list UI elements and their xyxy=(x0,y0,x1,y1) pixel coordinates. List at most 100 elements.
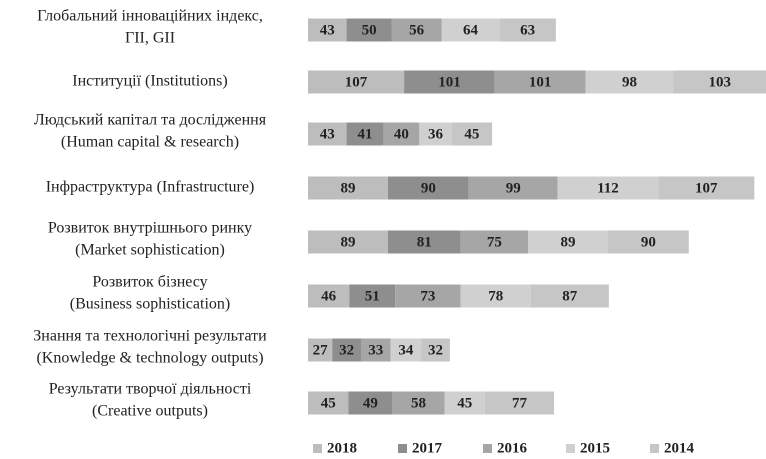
data-label: 45 xyxy=(464,126,479,142)
bar-segment xyxy=(528,230,608,254)
data-label: 75 xyxy=(487,234,502,250)
bar-segment xyxy=(348,391,393,415)
data-label: 98 xyxy=(622,74,637,90)
category-label: Інституції (Institutions) xyxy=(72,73,227,90)
bar-segment xyxy=(484,391,555,415)
data-label: 43 xyxy=(320,22,335,38)
category-label: (Human capital & research) xyxy=(61,134,239,151)
category-label: Людський капітал та дослідження xyxy=(34,112,267,129)
bar-segment xyxy=(585,70,674,94)
bar-segment xyxy=(499,18,556,42)
bar-segment xyxy=(673,70,766,94)
category-label: Розвиток внутрішнього ринку xyxy=(48,220,252,237)
data-label: 107 xyxy=(345,74,368,90)
bar-segment xyxy=(419,122,452,146)
data-label: 56 xyxy=(409,22,425,38)
data-label: 63 xyxy=(520,22,535,38)
data-label: 81 xyxy=(417,234,432,250)
data-label: 41 xyxy=(358,126,373,142)
data-label: 112 xyxy=(597,180,619,196)
bar-segment xyxy=(332,338,361,362)
bar-segment xyxy=(404,70,495,94)
bar-segment xyxy=(360,338,391,362)
legend-label: 2016 xyxy=(497,440,528,456)
data-label: 58 xyxy=(411,395,426,411)
bar-segment xyxy=(308,18,347,42)
bar-segment xyxy=(346,18,392,42)
legend-label: 2015 xyxy=(580,440,610,456)
legend-label: 2018 xyxy=(327,440,357,456)
bar-segment xyxy=(658,176,755,200)
bar-segment xyxy=(387,176,469,200)
data-label: 40 xyxy=(394,126,409,142)
legend-label: 2017 xyxy=(412,440,443,456)
data-label: 90 xyxy=(641,234,656,250)
data-label: 101 xyxy=(529,74,552,90)
data-label: 77 xyxy=(512,395,528,411)
bar-segment xyxy=(349,284,396,308)
data-label: 99 xyxy=(506,180,521,196)
legend-swatch xyxy=(483,444,492,453)
bar-segment xyxy=(391,18,442,42)
data-label: 78 xyxy=(488,288,503,304)
category-label: (Business sophistication) xyxy=(70,296,230,313)
data-label: 101 xyxy=(438,74,461,90)
category-label: Результати творчої діяльності xyxy=(49,381,252,398)
data-label: 103 xyxy=(709,74,732,90)
data-label: 89 xyxy=(340,234,355,250)
data-label: 45 xyxy=(321,395,336,411)
bar-segment xyxy=(444,391,485,415)
bar-segment xyxy=(390,338,422,362)
category-label: ГІІ, GII xyxy=(125,30,175,47)
data-label: 90 xyxy=(421,180,436,196)
bar-segment xyxy=(421,338,450,362)
data-label: 89 xyxy=(340,180,355,196)
data-label: 64 xyxy=(463,22,479,38)
bar-segment xyxy=(395,284,461,308)
bar-segment xyxy=(557,176,659,200)
category-label: (Creative outputs) xyxy=(92,403,208,420)
data-label: 32 xyxy=(428,342,443,358)
bar-segment xyxy=(308,284,350,308)
category-label: Інфраструктура (Infrastructure) xyxy=(46,179,255,196)
bar-segment xyxy=(468,176,558,200)
category-label: Знання та технологічні результати xyxy=(33,328,267,345)
category-label: Глобальний інноваційних індекс, xyxy=(37,8,263,25)
data-label: 33 xyxy=(368,342,383,358)
bar-segment xyxy=(494,70,586,94)
data-label: 27 xyxy=(313,342,329,358)
legend-swatch xyxy=(650,444,659,453)
data-label: 34 xyxy=(398,342,414,358)
bar-segment xyxy=(387,230,461,254)
data-label: 43 xyxy=(320,126,335,142)
data-label: 73 xyxy=(420,288,435,304)
data-label: 46 xyxy=(321,288,337,304)
category-label: (Market sophistication) xyxy=(75,242,225,259)
bar-segment xyxy=(308,176,388,200)
data-label: 51 xyxy=(365,288,380,304)
legend-swatch xyxy=(566,444,575,453)
category-label: Розвиток бізнесу xyxy=(92,274,207,291)
bar-segment xyxy=(308,122,347,146)
data-label: 107 xyxy=(695,180,718,196)
data-label: 32 xyxy=(339,342,354,358)
legend-label: 2014 xyxy=(664,440,695,456)
data-label: 45 xyxy=(457,395,472,411)
bar-segment xyxy=(308,391,349,415)
bar-segment xyxy=(451,122,493,146)
bar-segment xyxy=(346,122,384,146)
bar-segment xyxy=(383,122,420,146)
bar-segment xyxy=(607,230,689,254)
legend-swatch xyxy=(313,444,322,453)
bar-segment xyxy=(460,284,531,308)
category-label: (Knowledge & technology outputs) xyxy=(36,350,263,367)
bar-segment xyxy=(308,230,388,254)
data-label: 50 xyxy=(362,22,377,38)
bar-segment xyxy=(392,391,445,415)
bar-segment xyxy=(308,70,405,94)
data-label: 49 xyxy=(363,395,378,411)
data-label: 87 xyxy=(562,288,578,304)
legend-swatch xyxy=(398,444,407,453)
bar-segment xyxy=(460,230,529,254)
